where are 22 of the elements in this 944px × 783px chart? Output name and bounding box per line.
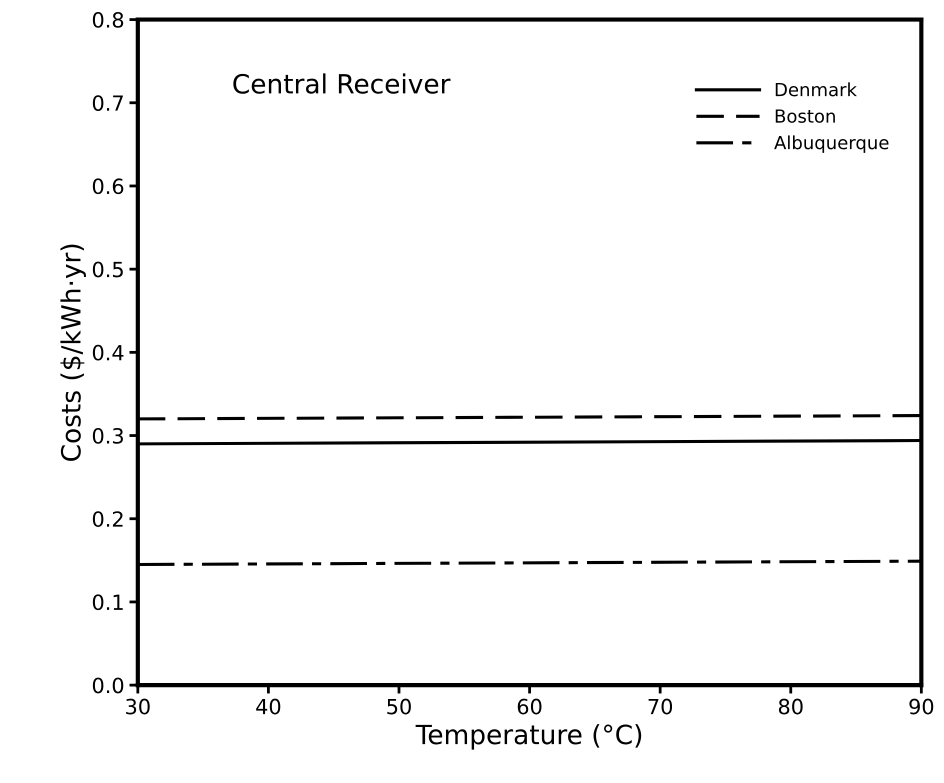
annotation: Central Receiver [233, 73, 450, 94]
x-axis-title: Temperature (°C) [416, 724, 642, 750]
x-tick-label: 70 [648, 698, 672, 714]
x-tick-label: 30 [126, 698, 150, 714]
y-tick-label: 0.5 [92, 262, 123, 278]
x-tick-label: 50 [387, 698, 411, 714]
legend-label: Denmark [776, 82, 857, 96]
y-tick-label: 0.0 [92, 678, 124, 694]
y-tick-label: 0.7 [92, 95, 123, 111]
legend-label: Boston [776, 109, 835, 123]
x-tick-label: 90 [909, 698, 934, 714]
x-tick-label: 40 [256, 698, 280, 714]
y-tick-label: 0.8 [92, 12, 124, 28]
y-tick-label: 0.2 [92, 511, 123, 527]
y-tick-label: 0.6 [92, 178, 124, 194]
x-tick-label: 80 [778, 698, 803, 714]
y-tick-label: 0.3 [92, 428, 123, 444]
y-tick-label: 0.4 [92, 344, 124, 361]
y-axis-title: Costs ($/kWh·yr) [60, 244, 86, 461]
y-tick-label: 0.1 [92, 594, 123, 610]
legend-label: Albuquerque [774, 135, 888, 153]
x-tick-label: 60 [518, 698, 542, 714]
